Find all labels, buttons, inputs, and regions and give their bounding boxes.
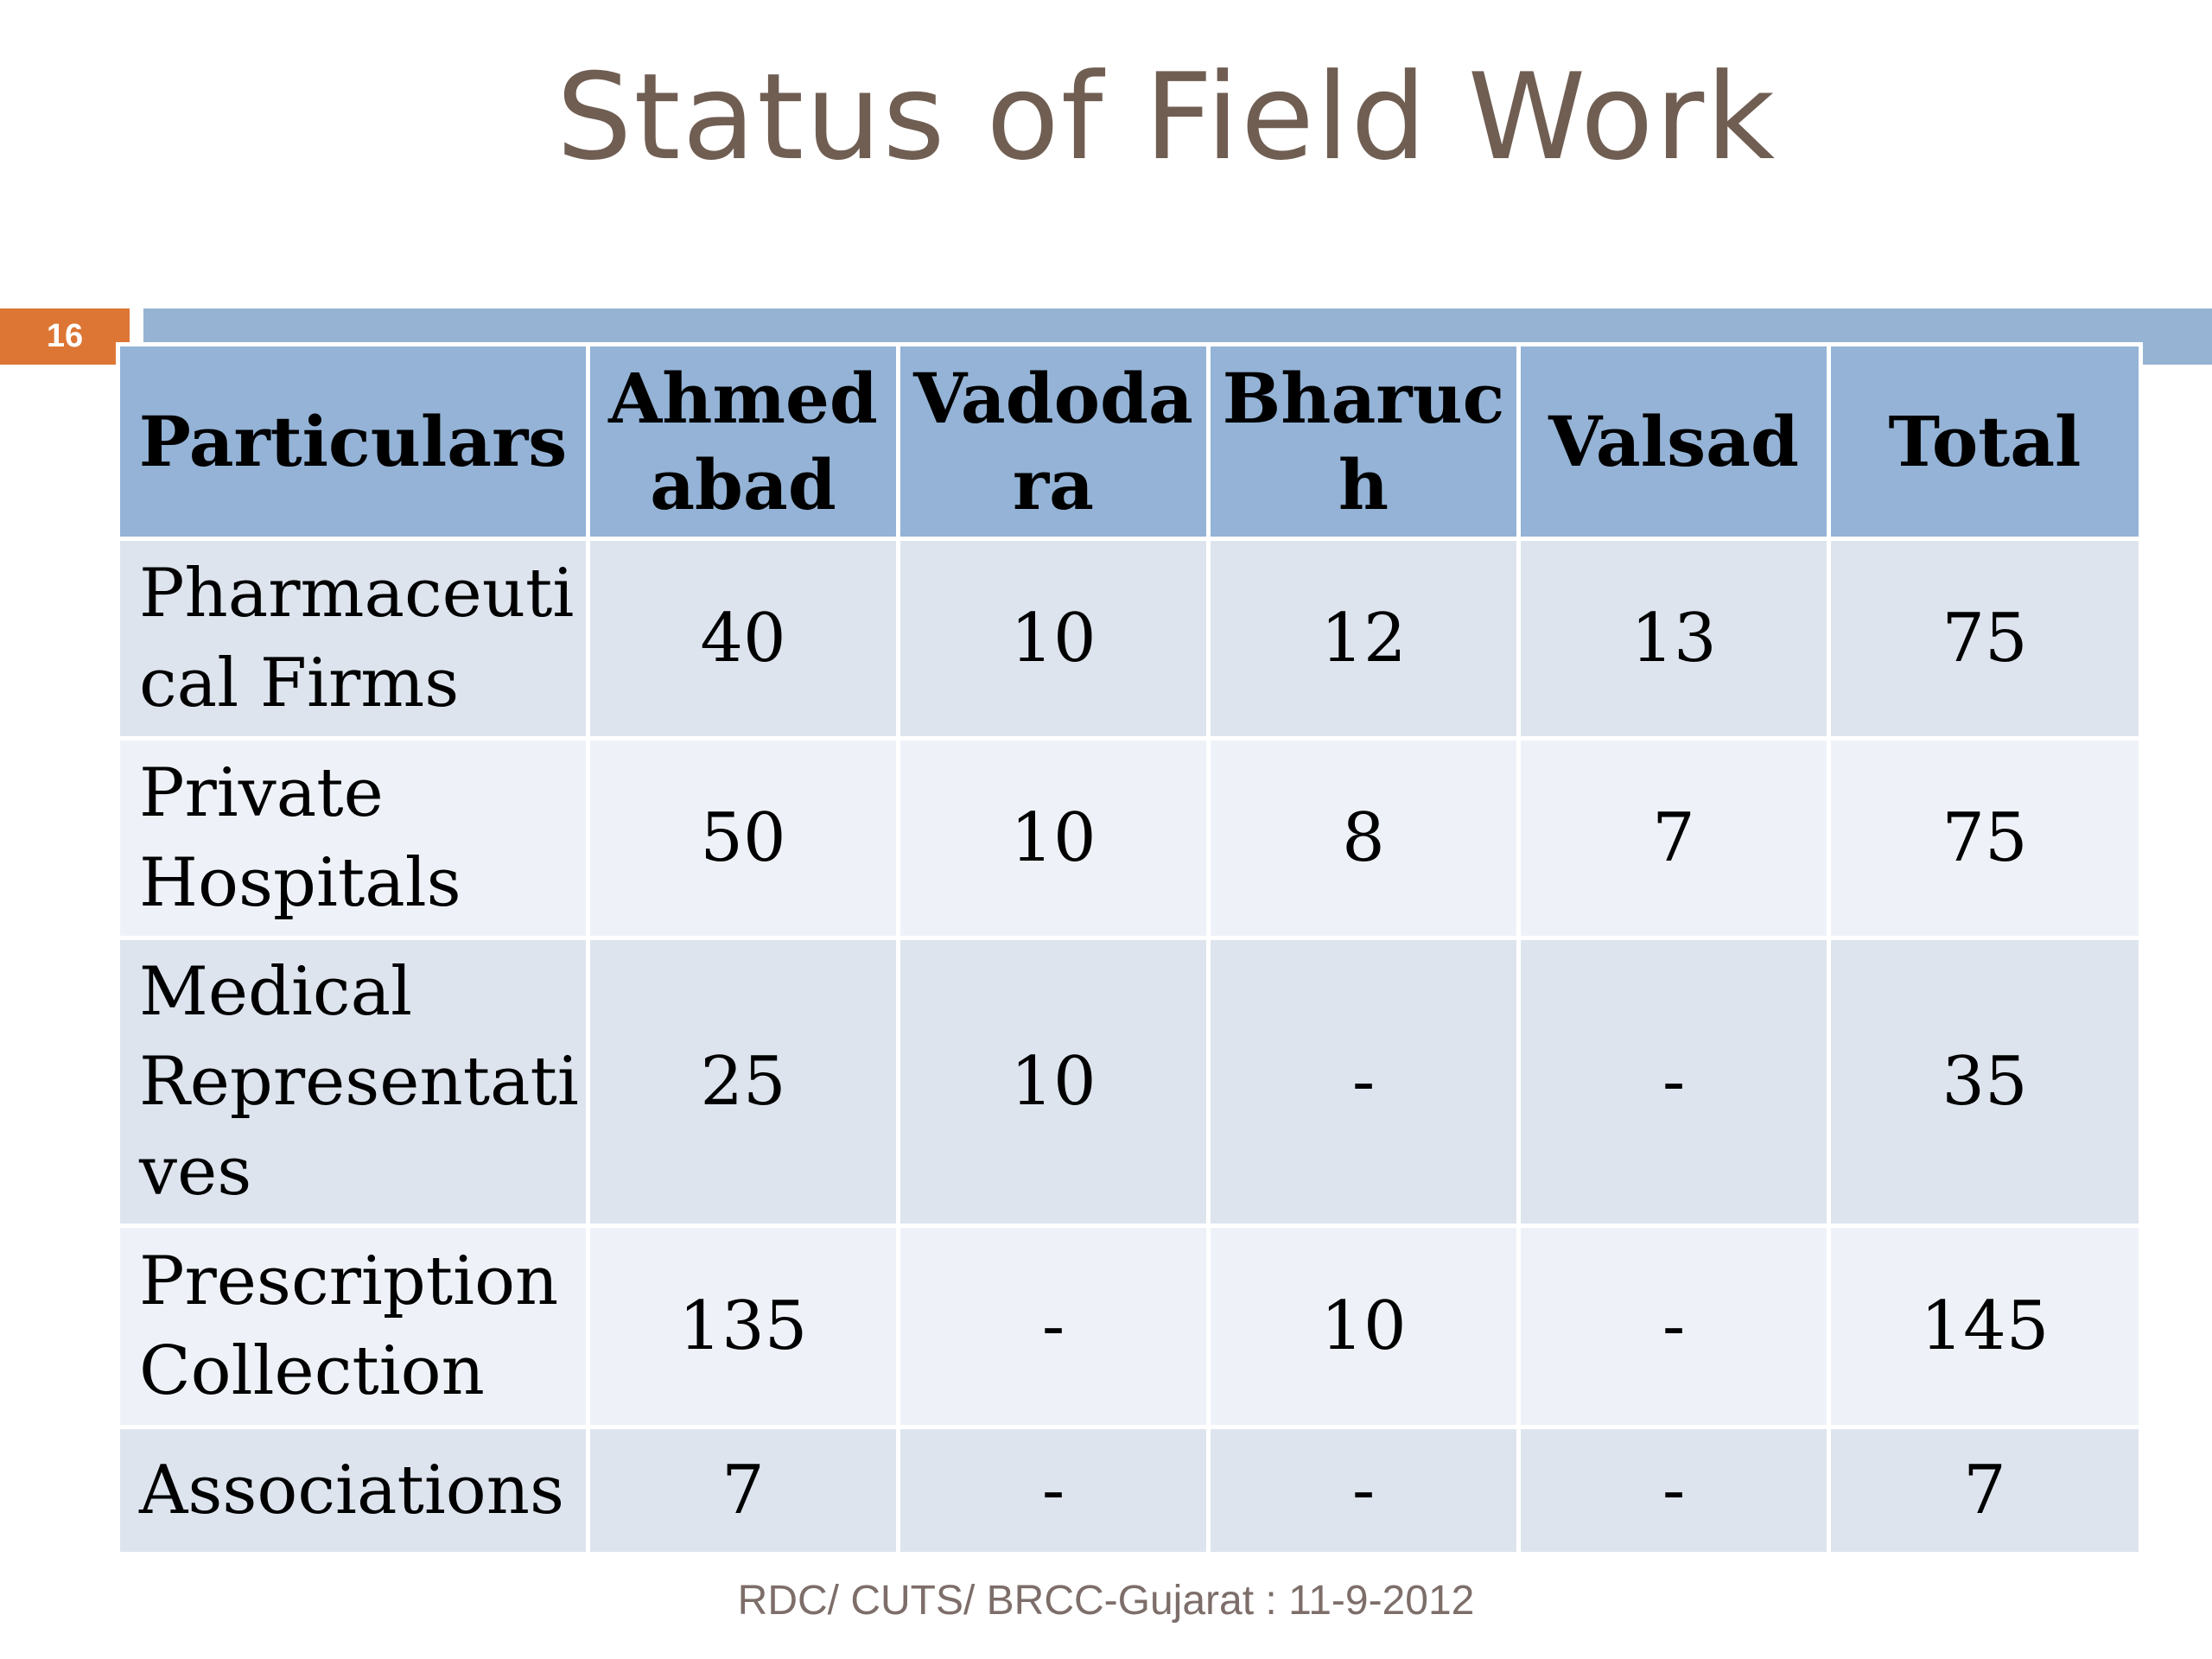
header-ahmedabad: Ahmed abad [586,342,900,541]
cell-ahmedabad: 40 [586,537,900,741]
table-row-prescription-collection: Prescription Collection 135 - 10 - 145 [116,1224,2143,1430]
header-total: Total [1827,342,2143,541]
table-row-pharmaceutical-firms: Pharmaceuti cal Firms 40 10 12 13 75 [116,537,2143,741]
row-label: Private Hospitals [116,735,590,940]
cell-bharuch: - [1206,1425,1521,1556]
cell-total: 7 [1827,1425,2143,1556]
row-label: Associations [116,1425,590,1556]
cell-bharuch: 12 [1206,537,1521,741]
cell-ahmedabad: 50 [586,735,900,940]
cell-valsad: 7 [1516,735,1831,940]
row-label: Medical Representati ves [116,935,590,1229]
header-bharuch: Bharuc h [1206,342,1521,541]
cell-total: 35 [1827,935,2143,1229]
table-header-row: Particulars Ahmed abad Vadoda ra Bharuc h V… [116,342,2143,541]
table-row-associations: Associations 7 - - - 7 [116,1425,2143,1556]
cell-vadodara: 10 [896,735,1211,940]
cell-ahmedabad: 25 [586,935,900,1229]
cell-ahmedabad: 7 [586,1425,900,1556]
cell-vadodara: - [896,1224,1211,1430]
cell-valsad: - [1516,1224,1831,1430]
table-row-private-hospitals: Private Hospitals 50 10 8 7 75 [116,735,2143,940]
header-vadodara: Vadoda ra [896,342,1211,541]
header-valsad: Valsad [1516,342,1831,541]
field-work-table: Particulars Ahmed abad Vadoda ra Bharuc h V… [116,342,2143,1556]
cell-vadodara: - [896,1425,1211,1556]
cell-total: 145 [1827,1224,2143,1430]
slide-title: Status of Field Work [556,48,1777,187]
cell-bharuch: 10 [1206,1224,1521,1430]
cell-valsad: - [1516,935,1831,1229]
cell-vadodara: 10 [896,935,1211,1229]
table-row-medical-representatives: Medical Representati ves 25 10 - - 35 [116,935,2143,1229]
cell-bharuch: - [1206,935,1521,1229]
cell-valsad: 13 [1516,537,1831,741]
cell-vadodara: 10 [896,537,1211,741]
slide-number-badge: 16 [0,308,130,365]
cell-ahmedabad: 135 [586,1224,900,1430]
cell-total: 75 [1827,735,2143,940]
cell-total: 75 [1827,537,2143,741]
header-particulars: Particulars [116,342,590,541]
cell-bharuch: 8 [1206,735,1521,940]
cell-valsad: - [1516,1425,1831,1556]
slide-footer: RDC/ CUTS/ BRCC-Gujarat : 11-9-2012 [737,1578,1475,1624]
row-label: Pharmaceuti cal Firms [116,537,590,741]
row-label: Prescription Collection [116,1224,590,1430]
